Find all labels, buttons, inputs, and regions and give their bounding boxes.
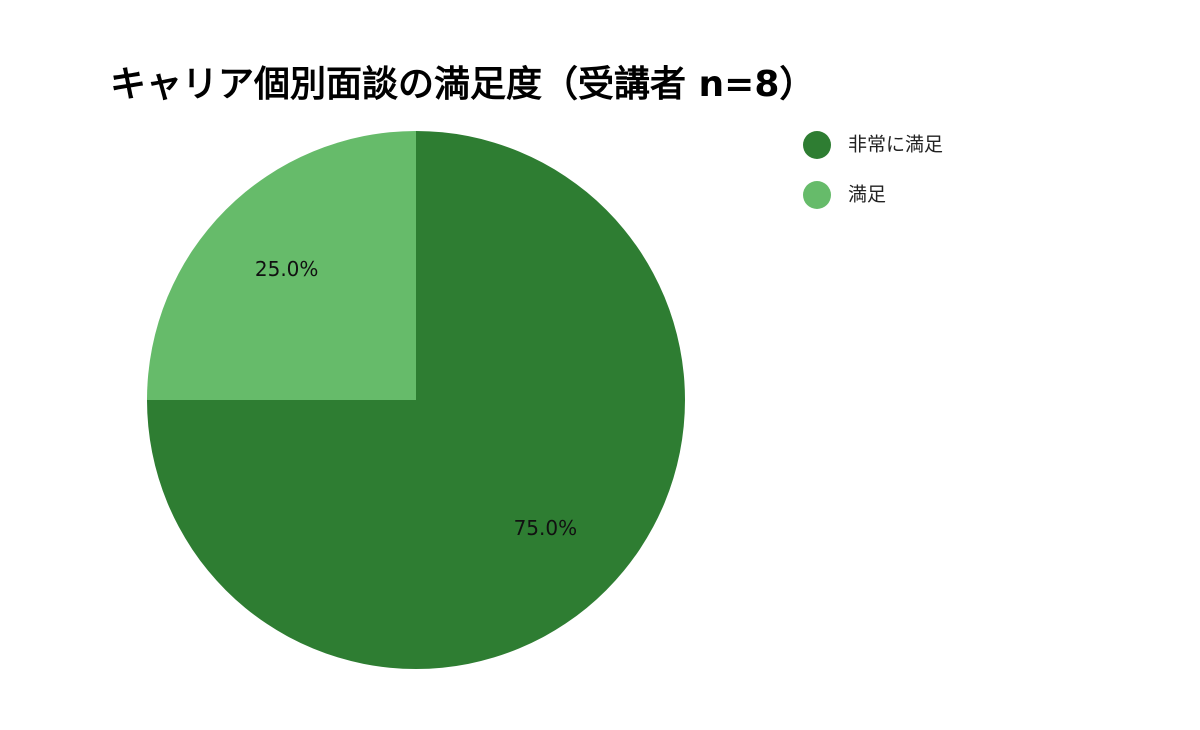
pie-slice xyxy=(147,131,416,400)
legend-label: 非常に満足 xyxy=(848,134,943,156)
legend-marker xyxy=(803,131,831,159)
slice-label: 25.0% xyxy=(255,257,319,281)
slice-label: 75.0% xyxy=(514,516,578,540)
chart-title: キャリア個別面談の満足度（受講者 n=8） xyxy=(110,63,815,105)
legend-label: 満足 xyxy=(848,184,886,206)
legend-marker xyxy=(803,181,831,209)
